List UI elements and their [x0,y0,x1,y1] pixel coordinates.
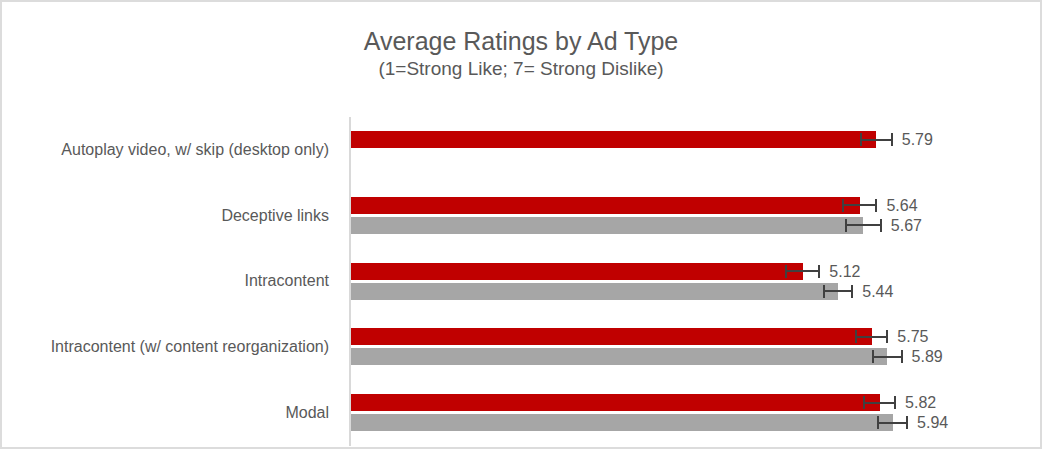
error-bar [823,285,854,298]
value-label: 5.82 [905,394,936,411]
bar-red-series [351,197,860,214]
chart-subtitle: (1=Strong Like; 7= Strong Dislike) [2,56,1040,82]
value-label: 5.75 [897,328,928,345]
value-label: 5.79 [902,131,933,148]
error-bar [785,265,820,278]
chart-title-block: Average Ratings by Ad Type (1=Strong Lik… [2,26,1040,82]
value-label: 5.94 [917,414,948,431]
error-bar [842,199,877,212]
value-label: 5.89 [912,348,943,365]
category-label: Deceptive links [2,183,339,249]
category-label: Intracontent (w/ content reorganization) [2,314,339,380]
value-label: 5.64 [886,197,917,214]
bar-chart: Average Ratings by Ad Type (1=Strong Lik… [0,0,1042,449]
category-axis-labels: Autoplay video, w/ skip (desktop only)De… [2,117,339,446]
value-label: 5.44 [862,283,893,300]
bar-red-series [351,328,872,345]
bar-gray-series [351,348,887,365]
plot-area: 5.79 5.64 5.67 5.125.44 5.75 5.89 5.82 5.94 [349,117,1011,446]
category-label: Autoplay video, w/ skip (desktop only) [2,117,339,183]
value-label: 5.67 [891,217,922,234]
error-bar [863,396,896,409]
chart-title: Average Ratings by Ad Type [2,26,1040,56]
value-label: 5.12 [829,263,860,280]
category-label: Modal [2,380,339,446]
bar-gray-series [351,283,838,300]
category-label: Intracontent [2,249,339,315]
error-bar [877,416,908,429]
bar-red-series [351,131,876,148]
bar-red-series [351,394,880,411]
error-bar [845,219,882,232]
bar-red-series [351,263,803,280]
error-bar [872,350,903,363]
bar-gray-series [351,414,893,431]
error-bar [855,330,888,343]
bar-gray-series [351,217,863,234]
error-bar [860,133,893,146]
